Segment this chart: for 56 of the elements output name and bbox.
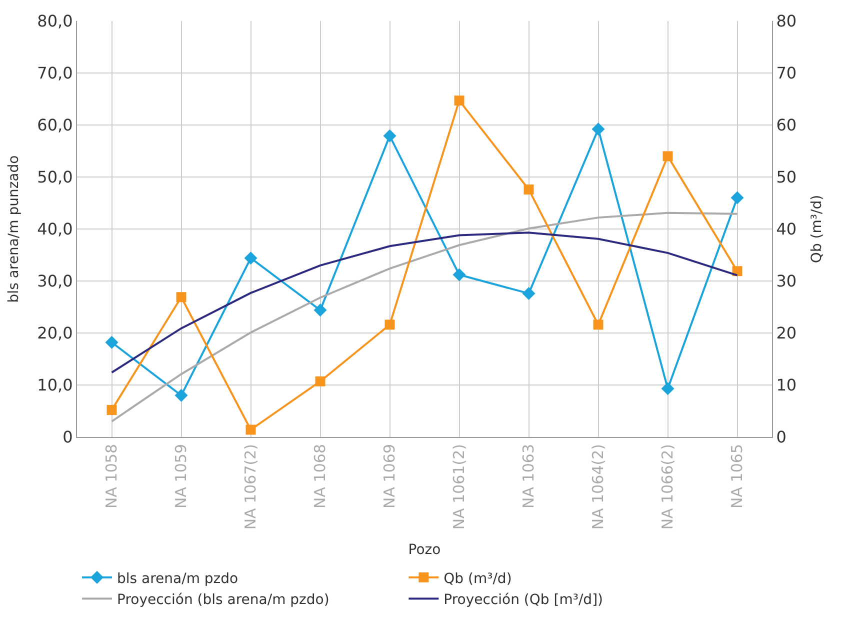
point <box>593 320 604 330</box>
y-tick-label: 20,0 <box>37 324 73 343</box>
point <box>106 404 117 415</box>
y2-tick-label: 60 <box>776 116 797 135</box>
y-tick-label: 30,0 <box>37 272 73 291</box>
x-tick-label: NA 1059 <box>172 444 190 508</box>
point <box>174 388 188 402</box>
point <box>383 129 396 142</box>
point <box>592 122 605 136</box>
point <box>314 304 327 317</box>
y2-tick-label: 40 <box>776 220 797 239</box>
x-tick-label: NA 1067(2) <box>242 444 260 530</box>
point <box>384 320 395 330</box>
legend-label: Qb (m³/d) <box>444 570 512 587</box>
line-series <box>110 212 738 422</box>
y-tick-label: 70,0 <box>37 64 73 83</box>
y-tick-label: 80,0 <box>37 12 73 31</box>
x-tick-label: NA 1068 <box>311 444 330 508</box>
y2-tick-label: 50 <box>776 168 797 187</box>
y2-tick-label: 10 <box>776 376 797 395</box>
y-tick-label: 0 <box>62 428 73 447</box>
y2-tick-label: 0 <box>776 428 786 447</box>
x-axis-title: Pozo <box>408 542 441 558</box>
x-tick-label: NA 1069 <box>380 444 399 508</box>
y-tick-label: 10,0 <box>37 376 73 395</box>
y-axis-title: bls arena/m punzado <box>6 155 22 303</box>
x-tick-label: NA 1064(2) <box>589 444 608 530</box>
legend-label: bls arena/m pzdo <box>117 570 238 587</box>
point <box>244 252 258 265</box>
point <box>662 151 673 162</box>
y2-tick-label: 80 <box>776 12 797 31</box>
x-tick-label: NA 1061(2) <box>450 444 468 530</box>
y2-axis-title: Qb (m³/d) <box>808 194 825 264</box>
y2-tick-label: 20 <box>776 324 797 343</box>
point <box>105 336 118 349</box>
x-tick-label: NA 1066(2) <box>658 444 677 530</box>
point <box>524 184 534 194</box>
point <box>176 292 186 302</box>
x-tick-label: NA 1063 <box>520 444 538 508</box>
point <box>661 382 674 396</box>
x-tick-label: NA 1065 <box>728 444 746 508</box>
x-tick-label: NA 1058 <box>102 444 121 508</box>
legend-label: Proyección (bls arena/m pzdo) <box>117 592 330 608</box>
point <box>730 191 744 204</box>
y-tick-label: 40,0 <box>37 220 73 239</box>
point <box>732 266 742 276</box>
point <box>454 96 464 106</box>
y2-tick-label: 30 <box>776 272 797 291</box>
legend-label: Proyección (Qb [m³/d]) <box>444 592 603 608</box>
y-tick-label: 60,0 <box>37 116 73 135</box>
point <box>522 286 536 300</box>
point <box>315 376 326 386</box>
y-tick-label: 50,0 <box>37 168 73 187</box>
point <box>246 424 256 435</box>
y2-tick-label: 70 <box>776 64 797 83</box>
point <box>452 268 466 282</box>
